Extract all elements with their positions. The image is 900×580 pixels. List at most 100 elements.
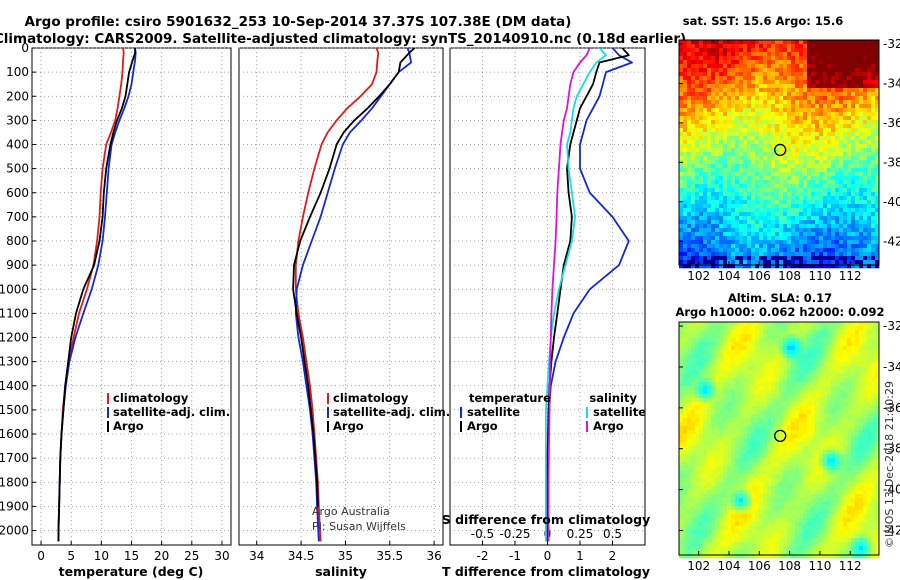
heatmap-cell — [739, 240, 744, 245]
heatmap-cell — [679, 68, 684, 73]
heatmap-cell — [747, 144, 752, 149]
heatmap-cell — [867, 326, 872, 331]
heatmap-cell — [687, 350, 692, 355]
heatmap-cell — [795, 160, 800, 165]
heatmap-cell — [743, 88, 748, 93]
heatmap-cell — [775, 88, 780, 93]
heatmap-cell — [679, 334, 684, 339]
heatmap-cell — [771, 446, 776, 451]
heatmap-cell — [783, 112, 788, 117]
heatmap-cell — [811, 132, 816, 137]
heatmap-cell — [783, 330, 788, 335]
heatmap-cell — [875, 188, 880, 193]
heatmap-cell — [775, 148, 780, 153]
heatmap-cell — [815, 160, 820, 165]
heatmap-cell — [819, 140, 824, 145]
heatmap-cell — [775, 244, 780, 249]
heatmap-cell — [711, 148, 716, 153]
heatmap-cell — [767, 454, 772, 459]
heatmap-cell — [735, 216, 740, 221]
heatmap-cell — [815, 410, 820, 415]
heatmap-cell — [863, 330, 868, 335]
heatmap-cell — [723, 88, 728, 93]
heatmap-cell — [691, 414, 696, 419]
heatmap-cell — [835, 44, 840, 49]
heatmap-cell — [807, 40, 812, 45]
heatmap-cell — [759, 466, 764, 471]
heatmap-cell — [735, 172, 740, 177]
heatmap-cell — [871, 370, 876, 375]
heatmap-cell — [731, 334, 736, 339]
heatmap-cell — [827, 96, 832, 101]
heatmap-cell — [795, 402, 800, 407]
heatmap-cell — [731, 60, 736, 65]
heatmap-cell — [775, 236, 780, 241]
heatmap-cell — [727, 422, 732, 427]
heatmap-cell — [735, 402, 740, 407]
heatmap-cell — [719, 334, 724, 339]
heatmap-cell — [727, 200, 732, 205]
heatmap-cell — [771, 92, 776, 97]
heatmap-cell — [739, 446, 744, 451]
heatmap-cell — [803, 334, 808, 339]
heatmap-cell — [767, 228, 772, 233]
heatmap-cell — [707, 418, 712, 423]
heatmap-cell — [759, 342, 764, 347]
heatmap-cell — [763, 418, 768, 423]
heatmap-cell — [791, 180, 796, 185]
heatmap-cell — [875, 192, 880, 197]
heatmap-cell — [731, 216, 736, 221]
heatmap-cell — [755, 168, 760, 173]
heatmap-cell — [803, 48, 808, 53]
heatmap-cell — [731, 398, 736, 403]
heatmap-cell — [739, 68, 744, 73]
heatmap-cell — [723, 418, 728, 423]
heatmap-cell — [695, 334, 700, 339]
heatmap-cell — [767, 450, 772, 455]
heatmap-cell — [867, 140, 872, 145]
heatmap-cell — [823, 252, 828, 257]
heatmap-cell — [767, 40, 772, 45]
heatmap-cell — [679, 326, 684, 331]
heatmap-cell — [867, 184, 872, 189]
heatmap-cell — [859, 398, 864, 403]
heatmap-cell — [835, 438, 840, 443]
heatmap-cell — [839, 200, 844, 205]
heatmap-cell — [823, 370, 828, 375]
heatmap-cell — [851, 128, 856, 133]
heatmap-cell — [719, 430, 724, 435]
heatmap-cell — [699, 322, 704, 327]
heatmap-cell — [759, 176, 764, 181]
x-tick-label: 2 — [609, 549, 617, 563]
heatmap-cell — [695, 358, 700, 363]
x-tick-label: 36 — [426, 549, 441, 563]
heatmap-cell — [763, 88, 768, 93]
y-tick-label: 800 — [6, 234, 29, 248]
legend-label: Argo — [333, 419, 364, 433]
heatmap-cell — [827, 418, 832, 423]
heatmap-cell — [875, 100, 880, 105]
heatmap-cell — [751, 366, 756, 371]
heatmap-cell — [843, 120, 848, 125]
heatmap-cell — [851, 386, 856, 391]
heatmap-cell — [687, 326, 692, 331]
heatmap-cell — [711, 330, 716, 335]
heatmap-cell — [859, 188, 864, 193]
heatmap-cell — [735, 248, 740, 253]
heatmap-cell — [691, 390, 696, 395]
heatmap-cell — [867, 144, 872, 149]
heatmap-cell — [719, 148, 724, 153]
heatmap-cell — [843, 100, 848, 105]
heatmap-cell — [823, 160, 828, 165]
heatmap-cell — [683, 172, 688, 177]
heatmap-cell — [687, 410, 692, 415]
heatmap-cell — [847, 100, 852, 105]
heatmap-cell — [827, 338, 832, 343]
heatmap-cell — [679, 342, 684, 347]
heatmap-cell — [687, 406, 692, 411]
heatmap-cell — [743, 188, 748, 193]
heatmap-cell — [851, 322, 856, 327]
heatmap-cell — [847, 252, 852, 257]
heatmap-cell — [851, 68, 856, 73]
heatmap-cell — [723, 442, 728, 447]
